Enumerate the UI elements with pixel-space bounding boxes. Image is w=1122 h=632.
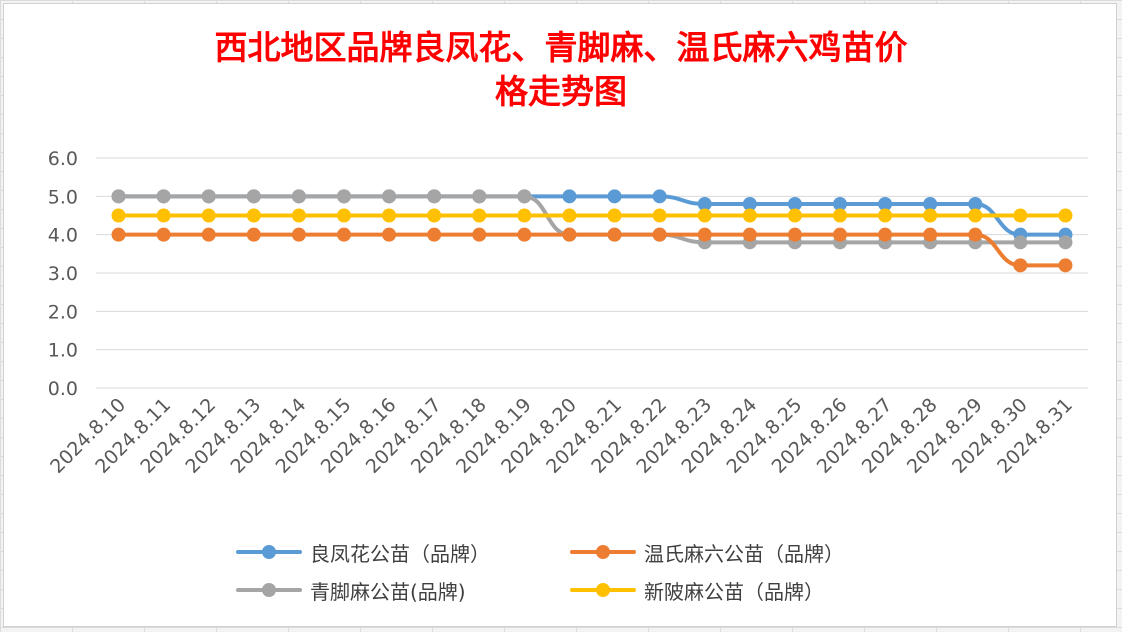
data-point bbox=[1013, 235, 1028, 250]
legend-marker-wenshi-maliu bbox=[570, 542, 636, 562]
data-point bbox=[472, 227, 487, 242]
data-point bbox=[1013, 208, 1028, 223]
data-point bbox=[878, 208, 893, 223]
data-point bbox=[1058, 235, 1073, 250]
legend-marker-xinpima bbox=[570, 580, 636, 600]
data-point bbox=[607, 208, 622, 223]
data-point bbox=[337, 227, 351, 242]
data-point bbox=[742, 197, 757, 211]
data-point bbox=[562, 189, 577, 204]
y-tick-label: 3.0 bbox=[48, 263, 78, 285]
data-point bbox=[607, 189, 622, 204]
data-point bbox=[833, 208, 847, 223]
data-point bbox=[156, 189, 171, 204]
legend-item-qingjiaoma: 青脚麻公苗(品牌) bbox=[236, 572, 466, 608]
y-tick-label: 0.0 bbox=[48, 378, 78, 400]
y-tick-label: 4.0 bbox=[48, 225, 78, 247]
data-point bbox=[1058, 258, 1073, 273]
data-point bbox=[833, 197, 847, 211]
data-point bbox=[652, 189, 667, 204]
legend-label: 新陂麻公苗（品牌） bbox=[644, 579, 824, 604]
legend-item-wenshi-maliu: 温氏麻六公苗（品牌） bbox=[570, 534, 844, 570]
data-point bbox=[246, 208, 261, 223]
data-point bbox=[742, 208, 757, 223]
data-point bbox=[291, 227, 306, 242]
chart-area[interactable]: 西北地区品牌良凤花、青脚麻、温氏麻六鸡苗价 格走势图 0.0 1.0 2.0 3.0 4… bbox=[3, 3, 1117, 627]
data-point bbox=[337, 208, 351, 223]
data-point bbox=[562, 227, 577, 242]
data-point bbox=[833, 227, 847, 242]
data-point bbox=[652, 227, 667, 242]
data-point bbox=[787, 197, 802, 211]
data-point bbox=[427, 227, 442, 242]
plot-area: 0.01.02.03.04.05.06.02024.8.102024.8.112… bbox=[46, 148, 1088, 478]
chart-title-line-1: 西北地区品牌良凤花、青脚麻、温氏麻六鸡苗价 bbox=[214, 28, 908, 67]
data-point bbox=[382, 189, 397, 204]
legend-label: 温氏麻六公苗（品牌） bbox=[644, 541, 844, 566]
data-point bbox=[1013, 258, 1028, 273]
data-point bbox=[878, 197, 893, 211]
data-point bbox=[427, 208, 442, 223]
legend-label: 青脚麻公苗(品牌) bbox=[310, 579, 466, 604]
data-point bbox=[697, 208, 712, 223]
data-point bbox=[337, 189, 351, 204]
data-point bbox=[607, 227, 622, 242]
data-point bbox=[562, 208, 577, 223]
data-point bbox=[697, 197, 712, 211]
legend-item-xinpima: 新陂麻公苗（品牌） bbox=[570, 572, 824, 608]
data-point bbox=[923, 208, 938, 223]
legend-marker-qingjiaoma bbox=[236, 580, 302, 600]
series-line bbox=[116, 232, 1068, 268]
data-point bbox=[697, 227, 712, 242]
data-point bbox=[742, 227, 757, 242]
data-point bbox=[246, 227, 261, 242]
data-point bbox=[968, 208, 983, 223]
data-point bbox=[517, 189, 532, 204]
data-point bbox=[787, 227, 802, 242]
data-point bbox=[201, 227, 216, 242]
legend-item-liangfenghua: 良凤花公苗（品牌） bbox=[236, 534, 490, 570]
data-point bbox=[111, 189, 126, 204]
data-point bbox=[1058, 208, 1073, 223]
data-point bbox=[246, 189, 261, 204]
data-point bbox=[472, 189, 487, 204]
data-point bbox=[111, 208, 126, 223]
series-2 bbox=[111, 227, 1073, 273]
legend-marker-liangfenghua bbox=[236, 542, 302, 562]
data-point bbox=[291, 189, 306, 204]
series-4 bbox=[111, 208, 1073, 223]
data-point bbox=[111, 227, 126, 242]
data-point bbox=[968, 197, 983, 211]
data-point bbox=[427, 189, 442, 204]
y-tick-label: 6.0 bbox=[48, 148, 78, 170]
data-point bbox=[156, 208, 171, 223]
chart-title: 西北地区品牌良凤花、青脚麻、温氏麻六鸡苗价 格走势图 bbox=[4, 26, 1118, 114]
data-point bbox=[382, 227, 397, 242]
y-tick-label: 1.0 bbox=[48, 340, 78, 362]
data-point bbox=[201, 189, 216, 204]
y-tick-label: 5.0 bbox=[48, 186, 78, 208]
data-point bbox=[517, 208, 532, 223]
data-point bbox=[923, 197, 938, 211]
data-point bbox=[201, 208, 216, 223]
data-point bbox=[968, 227, 983, 242]
data-point bbox=[156, 227, 171, 242]
data-point bbox=[787, 208, 802, 223]
data-point bbox=[472, 208, 487, 223]
legend: 良凤花公苗（品牌） 温氏麻六公苗（品牌） 青脚麻公苗(品牌) 新陂麻公苗（品牌） bbox=[236, 534, 936, 614]
chart-title-line-2: 格走势图 bbox=[495, 72, 627, 111]
data-point bbox=[517, 227, 532, 242]
data-point bbox=[923, 227, 938, 242]
y-tick-label: 2.0 bbox=[48, 301, 78, 323]
data-point bbox=[291, 208, 306, 223]
data-point bbox=[652, 208, 667, 223]
data-point bbox=[382, 208, 397, 223]
data-point bbox=[878, 227, 893, 242]
legend-label: 良凤花公苗（品牌） bbox=[310, 541, 490, 566]
